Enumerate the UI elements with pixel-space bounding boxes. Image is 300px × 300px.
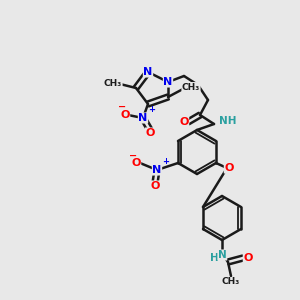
Text: NH: NH <box>219 116 236 126</box>
Text: CH₃: CH₃ <box>182 82 200 91</box>
Text: O: O <box>179 117 189 127</box>
Text: CH₃: CH₃ <box>222 278 240 286</box>
Text: H: H <box>210 253 218 263</box>
Text: −: − <box>129 151 137 161</box>
Text: O: O <box>243 253 253 263</box>
Text: O: O <box>150 181 160 191</box>
Text: O: O <box>120 110 130 120</box>
Text: +: + <box>162 157 169 166</box>
Text: N: N <box>138 113 148 123</box>
Text: N: N <box>164 77 172 87</box>
Text: +: + <box>148 105 155 114</box>
Text: CH₃: CH₃ <box>104 80 122 88</box>
Text: N: N <box>218 250 227 260</box>
Text: O: O <box>224 163 234 173</box>
Text: N: N <box>143 67 153 77</box>
Text: O: O <box>131 158 141 168</box>
Text: −: − <box>118 102 126 112</box>
Text: N: N <box>152 165 162 175</box>
Text: O: O <box>145 128 155 138</box>
